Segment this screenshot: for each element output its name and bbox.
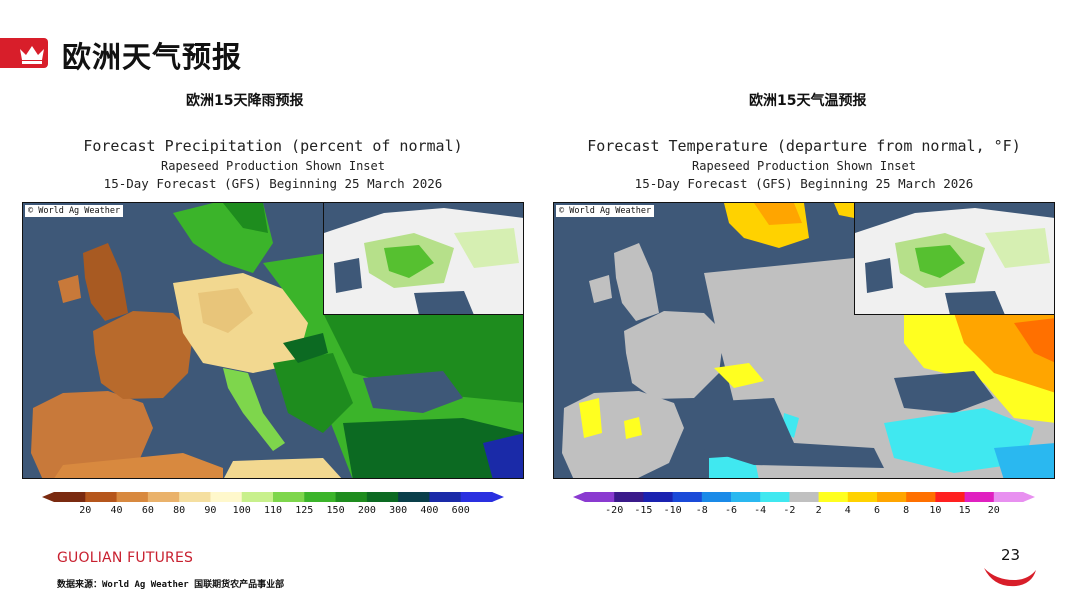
precip-colorbar-tick: 60: [141, 505, 154, 516]
temp-colorbar-tick: -2: [783, 505, 796, 516]
precip-colorbar-bin: [273, 492, 305, 502]
page-number: 23: [1001, 546, 1021, 564]
temp-colorbar-tick: -4: [754, 505, 767, 516]
precip-colorbar-bin: [241, 492, 274, 502]
temp-colorbar-tick: 15: [958, 505, 971, 516]
temp-map-image: © World Ag Weather: [553, 202, 1055, 479]
precip-colorbar-bin: [179, 492, 211, 502]
temp-colorbar-bin: [789, 492, 820, 502]
temp-subtitle: Rapeseed Production Shown Inset: [692, 159, 916, 173]
precip-colorbar-ticks: 20 40 60 80 90 100 110 125 150 200 300 400 600: [42, 505, 504, 519]
temp-credit: © World Ag Weather: [556, 205, 655, 217]
temp-map-panel: Forecast Temperature (departure from nor…: [553, 134, 1055, 522]
temp-colorbar-bin: [906, 492, 936, 502]
temp-colorbar: [573, 492, 1035, 502]
temp-colorbar-tick: -8: [695, 505, 708, 516]
precip-colorbar-tick: 125: [295, 505, 314, 516]
precip-section-title: 欧洲15天降雨预报: [186, 93, 304, 109]
temp-colorbar-tick: -15: [634, 505, 653, 516]
precip-colorbar-bin: [116, 492, 149, 502]
precip-forecast-info: 15-Day Forecast (GFS) Beginning 25 March…: [103, 176, 443, 191]
precip-colorbar-tick: 300: [389, 505, 408, 516]
precip-colorbar-tick: 100: [232, 505, 251, 516]
precip-credit: © World Ag Weather: [25, 205, 124, 217]
temp-colorbar-tick: 10: [929, 505, 942, 516]
precip-colorbar-tick: 40: [110, 505, 123, 516]
temp-colorbar-bin: [614, 492, 644, 502]
temp-colorbar-bin: [935, 492, 966, 502]
precip-colorbar-tick: 20: [79, 505, 92, 516]
precip-colorbar-tick: 80: [173, 505, 186, 516]
precip-colorbar-tick: 200: [357, 505, 376, 516]
precip-colorbar-tick: 400: [420, 505, 439, 516]
precip-colorbar-tick: 110: [263, 505, 283, 516]
temp-colorbar-bin: [643, 492, 674, 502]
temp-colorbar-tick: 20: [987, 505, 1000, 516]
precip-colorbar: [42, 492, 504, 502]
data-source: 数据来源：World Ag Weather 国联期货农产品事业部: [57, 580, 285, 590]
temp-colorbar-tick: -10: [663, 505, 682, 516]
temp-colorbar-tick: 2: [815, 505, 822, 516]
temp-colorbar-bin: [672, 492, 703, 502]
precip-map-panel: Forecast Precipitation (percent of norma…: [22, 134, 524, 522]
precip-subtitle: Rapeseed Production Shown Inset: [161, 159, 385, 173]
precip-colorbar-bin: [147, 492, 180, 502]
temp-colorbar-tick: 4: [844, 505, 851, 516]
precip-colorbar-bin: [460, 492, 493, 502]
temp-colorbar-bin: [760, 492, 790, 502]
temp-section-title: 欧洲15天气温预报: [749, 93, 867, 109]
precip-colorbar-bin: [210, 492, 243, 502]
precip-colorbar-tick: 90: [204, 505, 217, 516]
temp-colorbar-tick: -20: [605, 505, 624, 516]
temp-colorbar-bin: [818, 492, 849, 502]
precip-colorbar-bin: [366, 492, 399, 502]
temp-colorbar-tick: 8: [903, 505, 910, 516]
page-title: 欧洲天气预报: [62, 40, 243, 74]
precip-colorbar-bin: [54, 492, 86, 502]
temp-colorbar-bin: [964, 492, 995, 502]
temp-colorbar-ticks: -20 -15 -10 -8 -6 -4 -2 2 4 6 8 10 15 20: [573, 505, 1035, 519]
temp-forecast-info: 15-Day Forecast (GFS) Beginning 25 March…: [634, 176, 974, 191]
temp-colorbar-tick: 6: [873, 505, 881, 516]
precip-colorbar-tick: 600: [451, 505, 470, 516]
temp-colorbar-bin: [877, 492, 907, 502]
crown-icon: [20, 46, 44, 64]
temp-colorbar-bin: [731, 492, 761, 502]
temp-colorbar-bin: [701, 492, 732, 502]
precip-colorbar-bin: [398, 492, 430, 502]
page-swoosh-decoration: [984, 568, 1036, 587]
precip-title: Forecast Precipitation (percent of norma…: [83, 137, 463, 155]
temp-rapeseed-inset: [854, 203, 1054, 315]
brand-logo: GUOLIAN FUTURES: [57, 550, 194, 566]
precip-colorbar-bin: [85, 492, 118, 502]
precip-rapeseed-inset: [323, 203, 523, 315]
temp-colorbar-bin: [585, 492, 615, 502]
precip-colorbar-bin: [335, 492, 368, 502]
precip-map-image: © World Ag Weather: [22, 202, 524, 479]
precip-colorbar-tick: 150: [326, 505, 345, 516]
precip-colorbar-bin: [304, 492, 337, 502]
temp-colorbar-bin: [993, 492, 1024, 502]
temp-colorbar-bin: [847, 492, 878, 502]
temp-title: Forecast Temperature (departure from nor…: [587, 137, 1021, 155]
temp-colorbar-tick: -6: [724, 505, 738, 516]
precip-colorbar-bin: [429, 492, 462, 502]
